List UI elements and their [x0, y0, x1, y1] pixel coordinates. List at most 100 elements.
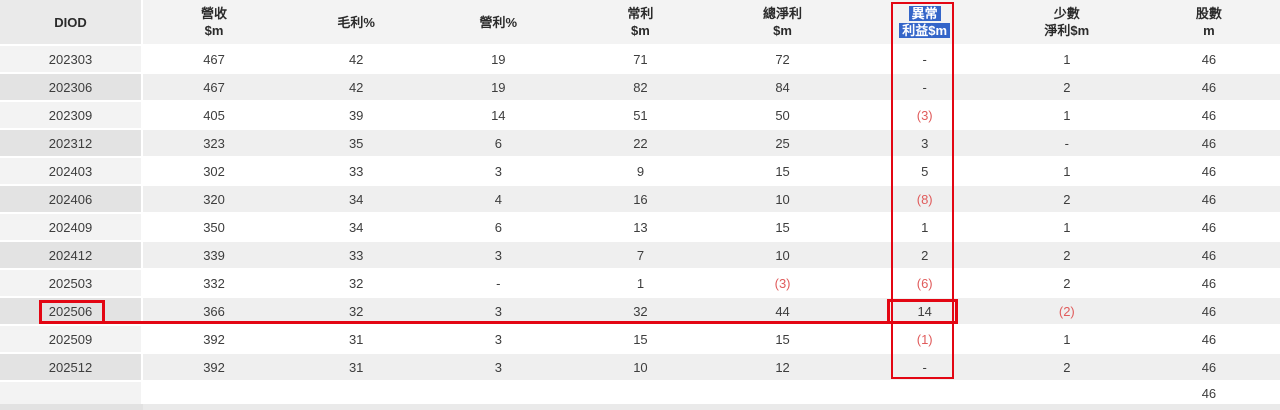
- cell-revenue_m: 467: [143, 74, 286, 102]
- cell-normal_profit_m: 16: [569, 186, 712, 214]
- cell-abnormal_gain_m: 5: [853, 158, 996, 186]
- cell-operating_margin_pct: 14: [427, 102, 570, 130]
- column-header-revenue_m[interactable]: 營收 $m: [143, 0, 286, 46]
- column-header-total_net_profit_m[interactable]: 總淨利 $m: [711, 0, 854, 46]
- cell-normal_profit_m: 9: [569, 158, 712, 186]
- cell-total_net_profit_m: 25: [711, 130, 854, 158]
- cell-minority_net_profit_m: 2: [995, 186, 1138, 214]
- period-label[interactable]: 202312: [0, 130, 143, 158]
- cell-minority_net_profit_m: 1: [995, 158, 1138, 186]
- cell-revenue_m: 405: [143, 102, 286, 130]
- header-text: 少數: [1053, 6, 1080, 21]
- column-header-abnormal_gain_m[interactable]: 異常利益$m: [853, 0, 996, 46]
- period-label[interactable]: 202506: [0, 298, 143, 326]
- cell-total_net_profit_m: 10: [711, 242, 854, 270]
- header-text: DIOD: [54, 14, 87, 30]
- table-row-202306[interactable]: 202306 467 42 19 82 84-2 46: [0, 74, 1280, 102]
- cell-gross_margin_pct: 34: [285, 214, 428, 242]
- cell-minority_net_profit_m: 2: [995, 74, 1138, 102]
- period-label[interactable]: 202309: [0, 102, 143, 130]
- period-label[interactable]: 202406: [0, 186, 143, 214]
- table-row-202303[interactable]: 202303 467 42 19 71 72-1 46: [0, 46, 1280, 74]
- cell-minority_net_profit_m: (2): [995, 298, 1138, 326]
- table-row-partial[interactable]: 46: [0, 382, 1280, 404]
- column-header-normal_profit_m[interactable]: 常利 $m: [569, 0, 712, 46]
- period-label[interactable]: 202509: [0, 326, 143, 354]
- table-row-202512[interactable]: 202512 392 31 3 10 12-2 46: [0, 354, 1280, 382]
- period-label[interactable]: 202403: [0, 158, 143, 186]
- column-header-minority_net_profit_m[interactable]: 少數 淨利$m: [995, 0, 1138, 46]
- cell-normal_profit_m: 32: [569, 298, 712, 326]
- period-label[interactable]: 202503: [0, 270, 143, 298]
- cell-operating_margin_pct: 3: [427, 298, 570, 326]
- cell-revenue_m: 350: [143, 214, 286, 242]
- cell-normal_profit_m: 51: [569, 102, 712, 130]
- period-label[interactable]: 202303: [0, 46, 143, 74]
- table-row-202312[interactable]: 202312 323 35 6 22 25 3-46: [0, 130, 1280, 158]
- table-row-202412[interactable]: 202412 339 33 3 7 10 2 2 46: [0, 242, 1280, 270]
- period-label[interactable]: 202512: [0, 354, 143, 382]
- cell-shares_m: 46: [1137, 354, 1280, 382]
- cell-shares_m: 46: [1137, 214, 1280, 242]
- cell-total_net_profit_m: 10: [711, 186, 854, 214]
- period-label[interactable]: 202412: [0, 242, 143, 270]
- table-row-202509[interactable]: 202509 392 31 3 15 15 (1) 1 46: [0, 326, 1280, 354]
- cell-abnormal_gain_m: 14: [853, 298, 996, 326]
- cell-gross_margin_pct: 35: [285, 130, 428, 158]
- cell-gross_margin_pct: 39: [285, 102, 428, 130]
- header-text: 常利: [627, 6, 654, 21]
- cell-gross_margin_pct: 42: [285, 74, 428, 102]
- cell-gross_margin_pct: 32: [285, 298, 428, 326]
- cell-revenue_m: 366: [143, 298, 286, 326]
- table-row-202506[interactable]: 202506 366 32 3 32 44 14 (2) 46: [0, 298, 1280, 326]
- cell-total_net_profit_m: 50: [711, 102, 854, 130]
- cell-abnormal_gain_m: -: [853, 46, 996, 74]
- cell-total_net_profit_m: 44: [711, 298, 854, 326]
- column-header-period[interactable]: DIOD: [0, 0, 143, 46]
- header-text: 毛利%: [337, 14, 375, 30]
- cell-shares_m: 46: [1137, 298, 1280, 326]
- cell-total_net_profit_m: 15: [711, 214, 854, 242]
- cell-normal_profit_m: [569, 382, 712, 404]
- cell-shares_m: 46: [1137, 130, 1280, 158]
- period-label[interactable]: 202409: [0, 214, 143, 242]
- cell-revenue_m: 339: [143, 242, 286, 270]
- cell-minority_net_profit_m: [995, 382, 1138, 404]
- period-label[interactable]: 202306: [0, 74, 143, 102]
- table-row-202403[interactable]: 202403 302 33 3 9 15 5 1 46: [0, 158, 1280, 186]
- cell-normal_profit_m: 7: [569, 242, 712, 270]
- cell-operating_margin_pct: -: [427, 270, 570, 298]
- column-header-operating_margin_pct[interactable]: 營利%: [427, 0, 570, 46]
- cell-normal_profit_m: 10: [569, 354, 712, 382]
- period-label[interactable]: [0, 382, 143, 404]
- cell-gross_margin_pct: [285, 382, 428, 404]
- cell-operating_margin_pct: 19: [427, 74, 570, 102]
- cell-gross_margin_pct: 34: [285, 186, 428, 214]
- column-header-shares_m[interactable]: 股數 m: [1137, 0, 1280, 46]
- table-row-202409[interactable]: 202409 350 34 6 13 15 1 1 46: [0, 214, 1280, 242]
- table-row-202309[interactable]: 202309 405 39 14 51 50 (3) 1 46: [0, 102, 1280, 130]
- table-header-row: DIOD 營收 $m 毛利% 營利% 常利 $m 總淨利 $m 異常 利益$m 少數 淨利$m 股數 m: [0, 0, 1280, 46]
- table-row-202406[interactable]: 202406 320 34 4 16 10 (8) 2 46: [0, 186, 1280, 214]
- column-header-gross_margin_pct[interactable]: 毛利%: [285, 0, 428, 46]
- selected-header-text: 異常: [908, 6, 941, 21]
- cell-revenue_m: 320: [143, 186, 286, 214]
- cell-gross_margin_pct: 32: [285, 270, 428, 298]
- table-row-202503[interactable]: 202503 332 32-1 (3) (6) 2 46: [0, 270, 1280, 298]
- cell-total_net_profit_m: 84: [711, 74, 854, 102]
- cell-operating_margin_pct: 3: [427, 158, 570, 186]
- cell-operating_margin_pct: 3: [427, 242, 570, 270]
- cell-normal_profit_m: 13: [569, 214, 712, 242]
- cell-abnormal_gain_m: (8): [853, 186, 996, 214]
- cell-normal_profit_m: 15: [569, 326, 712, 354]
- selected-header-text: 利益$m: [899, 23, 951, 38]
- cell-revenue_m: [143, 382, 286, 404]
- cell-revenue_m: 467: [143, 46, 286, 74]
- cell-shares_m: 46: [1137, 158, 1280, 186]
- cell-operating_margin_pct: 4: [427, 186, 570, 214]
- cell-shares_m: 46: [1137, 382, 1280, 404]
- cell-abnormal_gain_m: [853, 382, 996, 404]
- cell-revenue_m: 392: [143, 354, 286, 382]
- cell-gross_margin_pct: 31: [285, 326, 428, 354]
- cell-minority_net_profit_m: -: [995, 130, 1138, 158]
